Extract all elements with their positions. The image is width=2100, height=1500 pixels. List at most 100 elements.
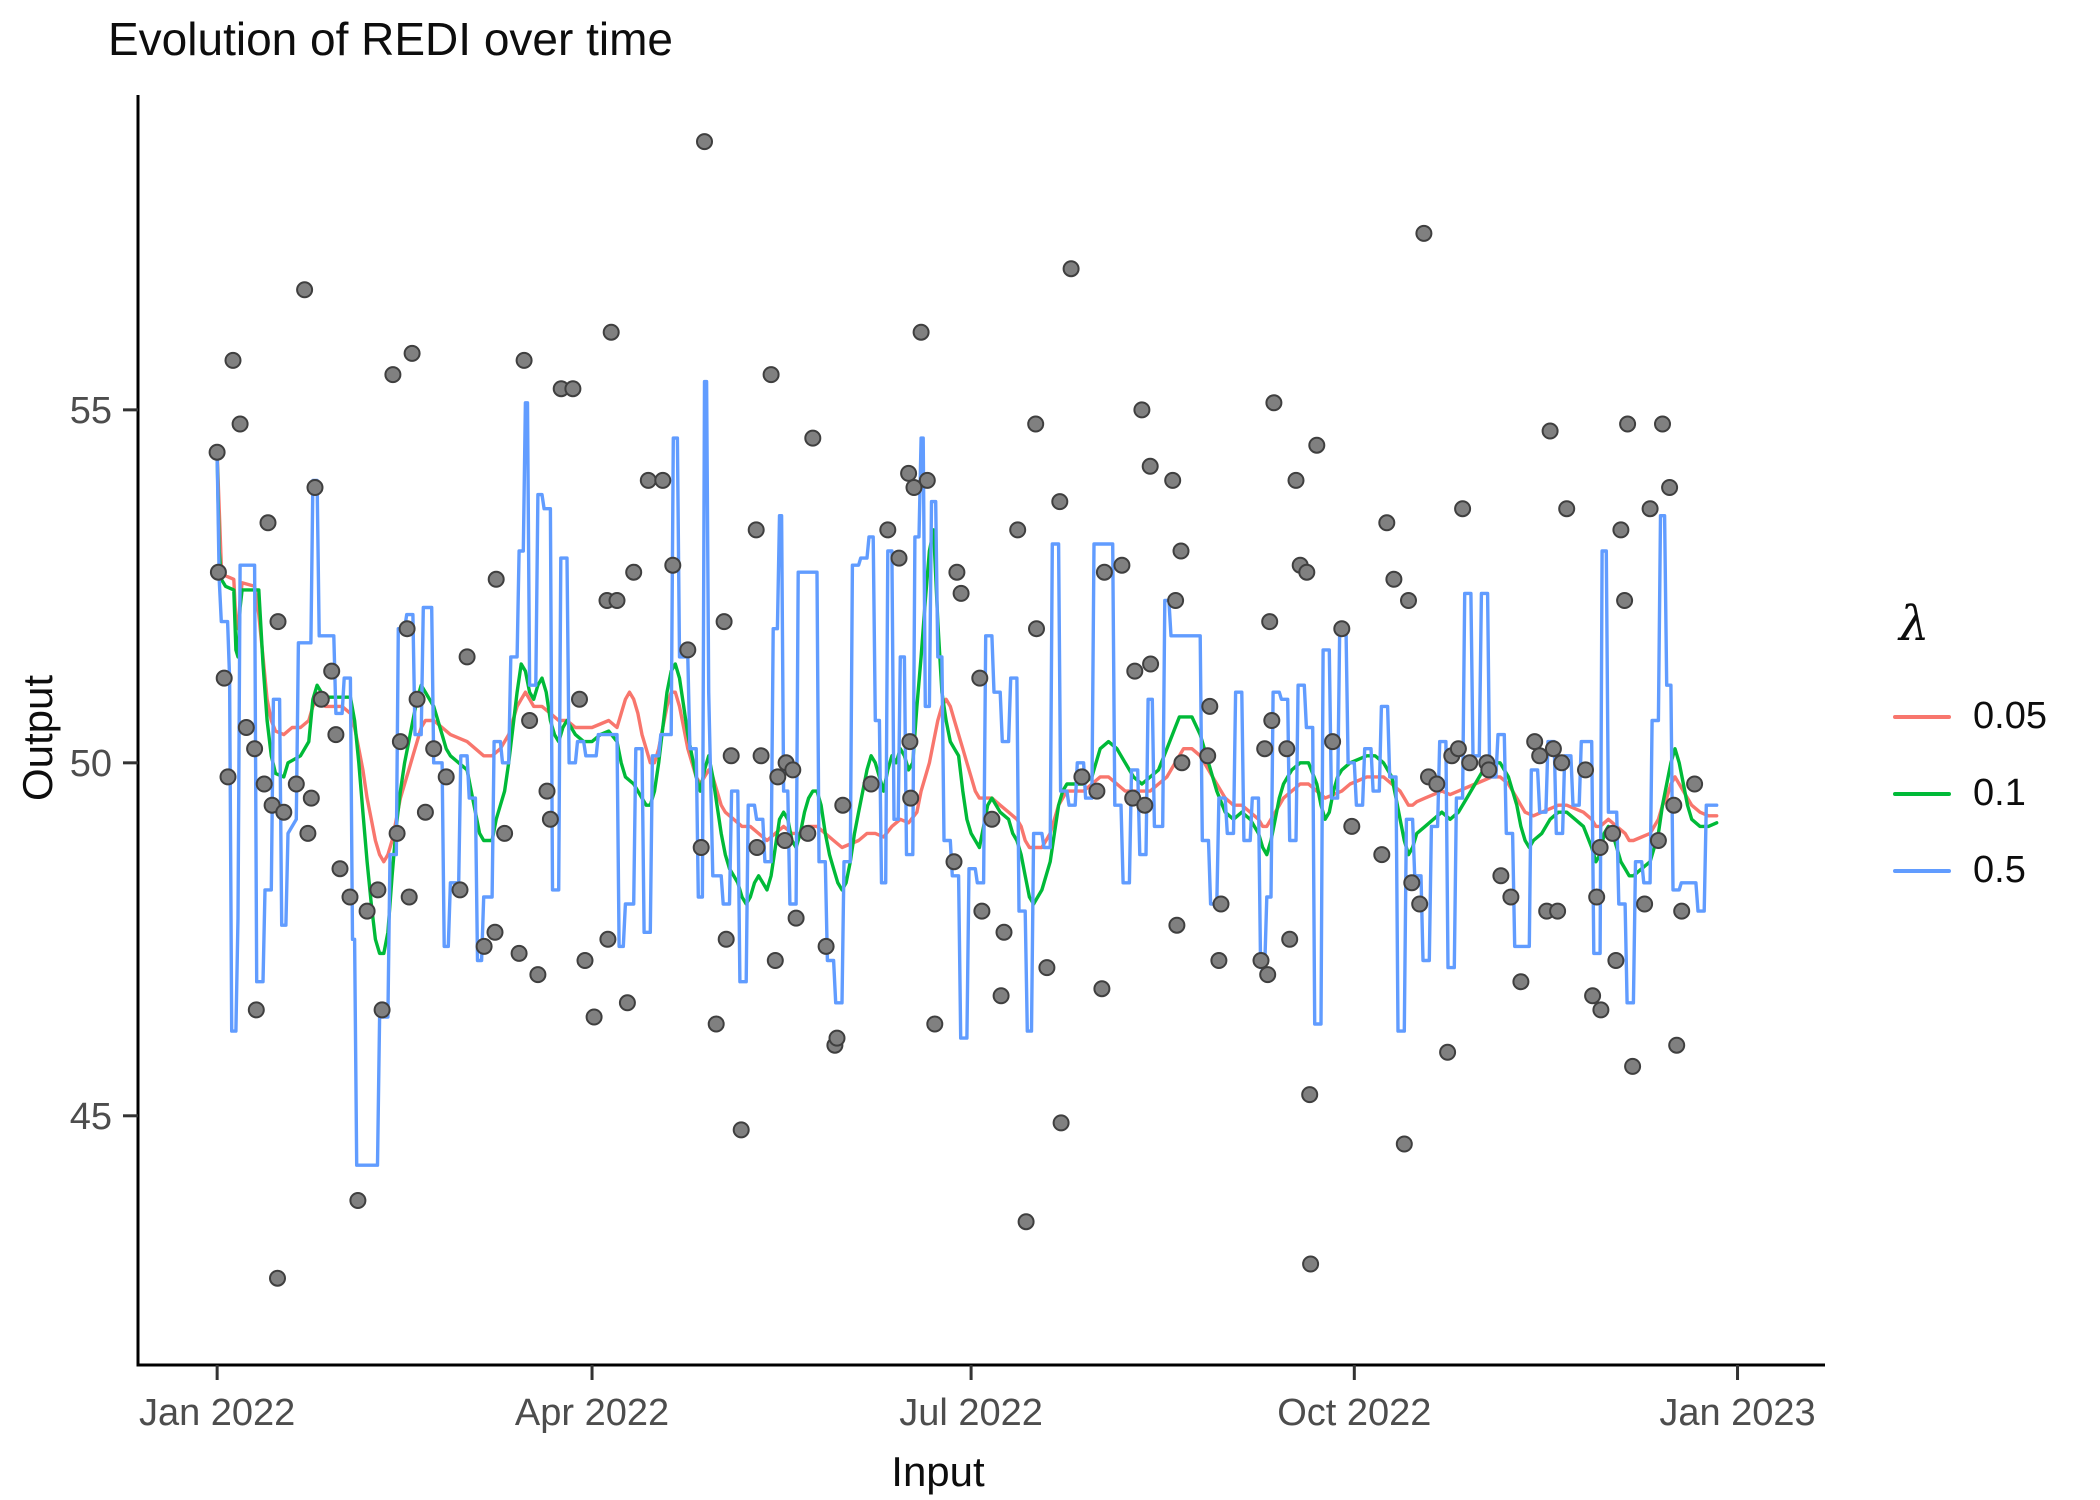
data-point xyxy=(1287,471,1305,489)
data-point xyxy=(1009,521,1027,539)
data-point xyxy=(237,719,255,736)
data-point xyxy=(912,323,930,341)
data-point xyxy=(1256,740,1274,758)
data-point xyxy=(296,281,314,299)
legend-entry-label: 0.05 xyxy=(1973,695,2047,737)
data-point xyxy=(585,1008,603,1026)
data-point xyxy=(747,521,765,539)
data-point xyxy=(331,860,349,878)
data-point xyxy=(766,952,784,969)
data-point xyxy=(458,648,476,666)
legend-title: λ xyxy=(1899,596,1930,652)
data-point xyxy=(571,690,588,708)
data-point xyxy=(358,902,376,920)
data-point xyxy=(1612,521,1630,539)
chart-title: Evolution of REDI over time xyxy=(108,13,674,65)
data-point xyxy=(834,796,852,814)
data-point xyxy=(224,351,242,369)
data-point xyxy=(1502,888,1520,906)
data-point xyxy=(259,514,277,532)
data-point xyxy=(425,740,443,758)
legend-key-line xyxy=(1893,868,1951,873)
data-point xyxy=(971,669,989,687)
data-point xyxy=(1298,563,1316,581)
data-point xyxy=(246,740,264,758)
data-point xyxy=(992,987,1010,1005)
data-point xyxy=(529,966,547,984)
legend-key-line xyxy=(1893,791,1951,796)
data-point xyxy=(1454,500,1472,518)
data-point xyxy=(639,471,657,489)
data-point xyxy=(1616,592,1634,609)
data-point xyxy=(692,839,710,856)
data-point xyxy=(901,733,919,751)
data-point xyxy=(1553,754,1571,772)
data-point xyxy=(515,351,533,369)
legend-entry-0.5: 0.5 xyxy=(1893,832,2047,909)
data-point xyxy=(208,443,226,461)
data-point xyxy=(1164,471,1182,489)
data-point xyxy=(1584,987,1602,1005)
data-point xyxy=(1210,952,1228,969)
data-point xyxy=(388,824,406,842)
data-point xyxy=(521,712,539,729)
data-point xyxy=(1088,782,1106,800)
data-point xyxy=(1604,824,1622,842)
data-point xyxy=(1544,740,1562,758)
data-point xyxy=(1027,415,1045,433)
data-point xyxy=(748,839,766,856)
data-point xyxy=(918,471,936,489)
data-point xyxy=(1512,973,1530,991)
data-point xyxy=(437,768,455,786)
data-point xyxy=(1577,761,1594,779)
data-point xyxy=(799,824,817,842)
data-point xyxy=(945,853,963,871)
data-point xyxy=(306,479,324,496)
data-point xyxy=(1400,592,1417,609)
data-point xyxy=(817,937,835,955)
data-point xyxy=(717,930,735,948)
data-point xyxy=(408,690,426,708)
data-point xyxy=(1428,775,1446,793)
data-point xyxy=(1461,754,1479,772)
data-point xyxy=(1333,620,1351,638)
data-point xyxy=(1619,415,1637,433)
data-point xyxy=(1141,457,1159,475)
data-point xyxy=(618,994,636,1012)
data-point xyxy=(926,1015,944,1033)
data-point xyxy=(287,775,305,793)
data-point xyxy=(1212,895,1230,913)
y-tick-label: 45 xyxy=(70,1096,112,1138)
x-tick-label: Oct 2022 xyxy=(1277,1392,1431,1434)
data-point xyxy=(1607,952,1625,969)
data-point xyxy=(1673,902,1691,920)
scatter-points-group xyxy=(208,133,1704,1287)
data-point xyxy=(879,521,897,539)
data-point xyxy=(1665,796,1683,814)
data-point xyxy=(1136,796,1154,814)
data-point xyxy=(828,1029,846,1047)
data-point xyxy=(722,747,740,765)
data-point xyxy=(1492,867,1510,885)
data-point xyxy=(323,662,341,680)
data-point xyxy=(599,930,617,948)
data-point xyxy=(538,782,556,800)
data-point xyxy=(900,464,918,482)
data-point xyxy=(608,592,626,609)
data-point xyxy=(902,789,920,807)
data-point xyxy=(625,563,643,581)
data-point xyxy=(1173,754,1191,772)
data-point xyxy=(1531,747,1549,765)
data-point xyxy=(1343,817,1361,835)
data-point xyxy=(1259,966,1277,984)
legend-entry-label: 0.5 xyxy=(1973,849,2026,891)
data-point xyxy=(269,1269,286,1287)
legend-entry-0.05: 0.05 xyxy=(1893,678,2047,755)
data-point xyxy=(416,803,434,821)
data-point xyxy=(487,570,505,588)
data-point xyxy=(1252,952,1270,969)
data-point xyxy=(762,366,780,384)
data-point xyxy=(1017,1213,1035,1231)
data-point xyxy=(1526,733,1544,751)
